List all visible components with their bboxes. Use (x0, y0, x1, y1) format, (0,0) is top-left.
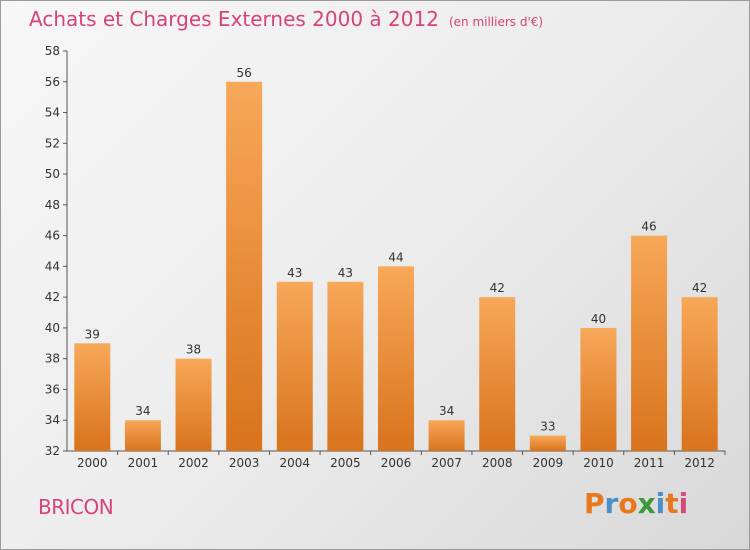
y-tick-label: 46 (45, 229, 60, 243)
x-tick-label-2003: 2003 (229, 456, 260, 470)
value-label-2006: 44 (388, 250, 403, 264)
bar-2005 (327, 281, 364, 451)
commune-name: BRICON (38, 495, 114, 519)
x-tick-label-2004: 2004 (279, 456, 310, 470)
x-tick-label-2010: 2010 (583, 456, 614, 470)
title-text: Achats et Charges Externes 2000 à 2012 (29, 7, 439, 31)
x-tick-label-2008: 2008 (482, 456, 513, 470)
proxiti-logo: Proxiti (584, 487, 688, 520)
y-tick-label: 42 (45, 290, 60, 304)
logo-letter: i (678, 487, 689, 520)
logo-letter: x (637, 487, 656, 520)
y-tick-label: 36 (45, 382, 60, 396)
logo-letter: t (665, 487, 679, 520)
bar-2001 (124, 420, 161, 451)
logo-letter: i (655, 487, 666, 520)
y-tick-label: 48 (45, 198, 60, 212)
title-unit: (en milliers d'€) (448, 15, 544, 29)
axes: 32 34 36 38 40 42 44 46 48 50 52 54 56 58 2000 2001 2002… (45, 44, 726, 470)
value-label-2011: 46 (641, 220, 656, 234)
y-tick-label: 34 (45, 413, 60, 427)
y-tick-label: 40 (45, 321, 60, 335)
bar-2007 (428, 420, 465, 451)
value-label-2003: 56 (237, 66, 252, 80)
value-label-2000: 39 (85, 327, 100, 341)
value-label-2002: 38 (186, 343, 201, 357)
bar-2004 (276, 281, 313, 451)
value-label-2001: 34 (135, 404, 150, 418)
x-tick-label-2011: 2011 (634, 456, 665, 470)
chart-title: Achats et Charges Externes 2000 à 2012 (e… (29, 7, 543, 31)
x-tick-label-2007: 2007 (431, 456, 462, 470)
y-tick-label: 54 (45, 106, 60, 120)
x-tick-label-2009: 2009 (533, 456, 564, 470)
value-label-2012: 42 (692, 281, 707, 295)
value-label-2007: 34 (439, 404, 454, 418)
bar-2003 (226, 81, 263, 452)
bars: 39 34 38 56 43 43 44 34 42 33 40 46 42 (74, 66, 718, 452)
x-tick-label-2002: 2002 (178, 456, 209, 470)
x-tick-label-2001: 2001 (128, 456, 159, 470)
bar-2009 (529, 435, 566, 451)
y-tick-label: 56 (45, 75, 60, 89)
x-tick-label-2005: 2005 (330, 456, 361, 470)
value-label-2010: 40 (591, 312, 606, 326)
bar-2006 (378, 266, 414, 451)
y-tick-label: 52 (45, 136, 60, 150)
x-tick-label-2006: 2006 (381, 456, 412, 470)
y-tick-label: 32 (45, 444, 60, 458)
value-label-2004: 43 (287, 266, 302, 280)
y-tick-label: 44 (45, 259, 60, 273)
y-tick-label: 50 (45, 167, 60, 181)
bar-2002 (175, 358, 212, 451)
x-tick-label-2012: 2012 (684, 456, 715, 470)
bar-2011 (631, 235, 668, 451)
logo-letter: r (604, 487, 619, 520)
bar-2000 (74, 343, 111, 451)
logo-letter: P (584, 487, 605, 520)
bar-2012 (681, 297, 718, 451)
x-tick-label-2000: 2000 (77, 456, 108, 470)
logo-letter: o (618, 487, 638, 520)
y-tick-label: 38 (45, 352, 60, 366)
value-label-2005: 43 (338, 266, 353, 280)
value-label-2009: 33 (540, 420, 555, 434)
y-tick-label: 58 (45, 44, 60, 58)
value-label-2008: 42 (490, 281, 505, 295)
bar-2008 (479, 297, 516, 451)
bar-2010 (580, 327, 617, 451)
